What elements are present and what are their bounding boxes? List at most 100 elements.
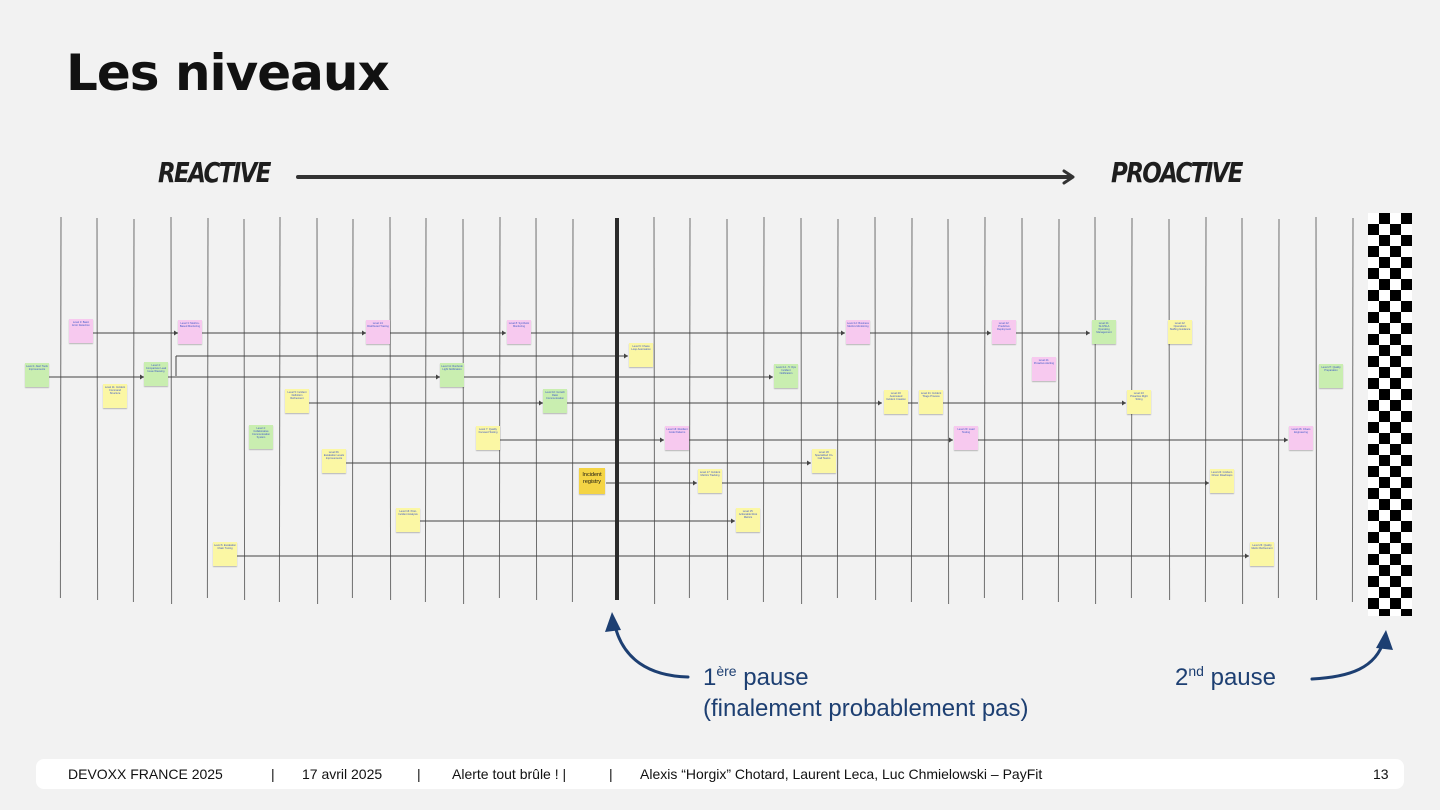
pause1-word: pause <box>743 664 809 691</box>
connector-arrowhead <box>769 374 773 380</box>
connector-arrowhead <box>949 437 953 443</box>
pause2-sup: nd <box>1188 663 1204 679</box>
grid-line <box>351 218 354 599</box>
grid-line <box>170 216 173 605</box>
level-note: Level 3: Metrics-Based Monitoring <box>178 320 202 344</box>
level-note: Level 17: Incident Metrics Tracking <box>698 469 722 493</box>
grid-line <box>462 218 465 605</box>
grid-line <box>424 217 427 603</box>
grid-line <box>498 216 501 599</box>
level-note: Level 11: Runbook Light Notification <box>440 363 464 387</box>
level-note: Level 18: Specialized On-Call Teams <box>812 449 836 473</box>
level-note: Level 21: SLO/SLA Operating Management <box>1092 320 1116 344</box>
grid-line <box>278 216 281 603</box>
level-note: Level 16: Resilient Code Patterns <box>665 426 689 450</box>
pause2-arrowhead <box>1376 630 1393 650</box>
pause1-arrow <box>612 620 690 679</box>
connector-arrowhead <box>1205 480 1209 486</box>
grid-line <box>389 216 392 601</box>
grid-line <box>762 216 765 603</box>
level-note: Level 8: Synthetic Monitoring <box>507 320 531 344</box>
connector-arrowhead <box>539 400 543 406</box>
level-note: Level 22: Operations Staffing Guidance <box>1168 320 1192 344</box>
grid-line <box>1241 217 1244 605</box>
level-note: Level 7: Quality Focused Testing <box>476 426 500 450</box>
level-note: Level 15: Actionable Root Metrics <box>736 508 760 532</box>
grid-line <box>59 216 62 599</box>
grid-line <box>836 218 839 599</box>
level-note: Level 27: Quality Preparation <box>1319 364 1343 388</box>
footer-separator-1: | <box>271 766 275 782</box>
level-note: Level 23: Proactive Right Sizing <box>1127 390 1151 414</box>
grid-line <box>571 218 574 603</box>
level-note: Level 20: Automated Incident Creation <box>884 390 908 414</box>
level-note: Level 16: Post-Incident Analysis <box>396 508 420 532</box>
connector-arrowhead <box>174 330 178 336</box>
level-note: Level 6: Escalation Chain Tuning <box>213 542 237 566</box>
level-note: Level 6b: Escalation Levels Improvements <box>322 449 346 473</box>
connector-arrowhead <box>693 480 697 486</box>
connector-arrowhead <box>731 518 735 524</box>
pause1-sup: ère <box>716 663 737 679</box>
grid-line <box>535 217 538 601</box>
board-grid <box>59 216 1354 605</box>
grid-line <box>1057 218 1060 603</box>
grid-line <box>316 217 319 605</box>
connector-arrowhead <box>1245 553 1249 559</box>
connector-arrowhead <box>1122 400 1126 406</box>
grid-line <box>206 217 209 599</box>
slide-title: Les niveaux <box>66 44 390 102</box>
level-note: Level 26: Chaos Engineering <box>1289 426 1313 450</box>
level-note: Level 22: Predictive Deployment <box>992 320 1016 344</box>
footer-separator-3: | <box>609 766 613 782</box>
grid-line <box>1351 217 1354 603</box>
level-note: Level 11: Incident Command Structure <box>103 384 127 408</box>
level-note: Level 5: Incident Definition Refinement <box>285 389 309 413</box>
connector-arrowhead <box>436 374 440 380</box>
level-note: Level 21: Incident Triage Process <box>919 390 943 414</box>
connector-arrowhead <box>841 330 845 336</box>
level-note: Level 26: Quality Metric Refinement <box>1250 542 1274 566</box>
grid-line <box>1168 218 1171 601</box>
grid-line <box>983 216 986 599</box>
grid-line <box>1021 217 1024 601</box>
grid-line <box>132 218 135 603</box>
reactive-proactive-arrow <box>296 169 1075 185</box>
level-note: Level 12: Business Metrics Monitoring <box>846 320 870 344</box>
grid-line <box>726 218 729 601</box>
pause1-subtitle: (finalement probablement pas) <box>703 695 1029 722</box>
level-note: Level 4: Collaborative Communication Sys… <box>249 425 273 449</box>
levels-board <box>49 216 1354 605</box>
level-note: Level 14 - 5: Ops Incident Notification <box>774 364 798 388</box>
level-note: Level 9: Chaos Loop Automation <box>629 343 653 367</box>
connector-arrowhead <box>807 460 811 466</box>
footer-talk-title: Alerte tout brûle ! | <box>452 766 567 782</box>
footer-separator-2: | <box>417 766 421 782</box>
connector-arrowhead <box>502 330 506 336</box>
grid-line <box>947 218 950 605</box>
grid-line <box>1277 218 1280 599</box>
grid-line <box>800 217 803 605</box>
grid-line <box>874 216 877 601</box>
reactive-label: REACTIVE <box>158 156 271 189</box>
pause2-ordinal: 2 <box>1175 664 1189 691</box>
level-note: Level 14: Distributed Tracing <box>366 320 390 344</box>
board-connectors <box>49 330 1288 559</box>
level-note: Level 4: Comparison Leak Issue Weaving <box>144 362 168 386</box>
grid-line <box>96 217 99 601</box>
footer-bar: DEVOXX FRANCE 2025 | 17 avril 2025 | Ale… <box>36 759 1404 789</box>
level-note: Level 20: Load Testing <box>954 426 978 450</box>
grid-line <box>910 217 913 603</box>
connector-arrowhead <box>624 353 628 359</box>
connector-arrowhead <box>878 400 882 406</box>
connector-arrowhead <box>660 437 664 443</box>
pause1-caption: 1ère pause (finalement probablement pas) <box>703 662 1029 724</box>
footer-date: 17 avril 2025 <box>302 766 383 782</box>
grid-line <box>688 217 691 599</box>
checkered-finish-flag <box>1368 213 1412 616</box>
grid-line <box>1204 216 1207 603</box>
proactive-label: PROACTIVE <box>1111 156 1243 189</box>
pause2-word: pause <box>1210 664 1276 691</box>
grid-line <box>1094 216 1097 605</box>
pause1-arrowhead <box>605 612 621 632</box>
